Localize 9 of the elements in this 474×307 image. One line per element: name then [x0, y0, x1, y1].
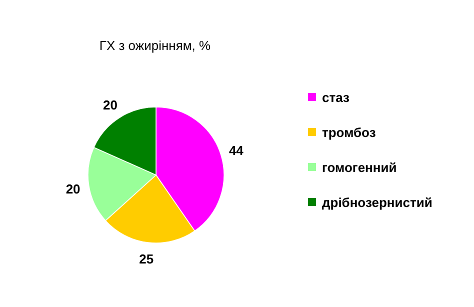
- data-label: 25: [139, 251, 154, 266]
- data-label: 20: [102, 98, 118, 113]
- legend-label: гомогенний: [322, 160, 397, 175]
- legend-label: стаз: [322, 90, 350, 105]
- chart-title: ГХ з ожирінням, %: [99, 38, 212, 53]
- legend-label: дрібнозернистий: [322, 195, 432, 210]
- legend-label: тромбоз: [322, 125, 376, 140]
- data-label: 44: [228, 142, 244, 158]
- data-label: 20: [66, 181, 80, 196]
